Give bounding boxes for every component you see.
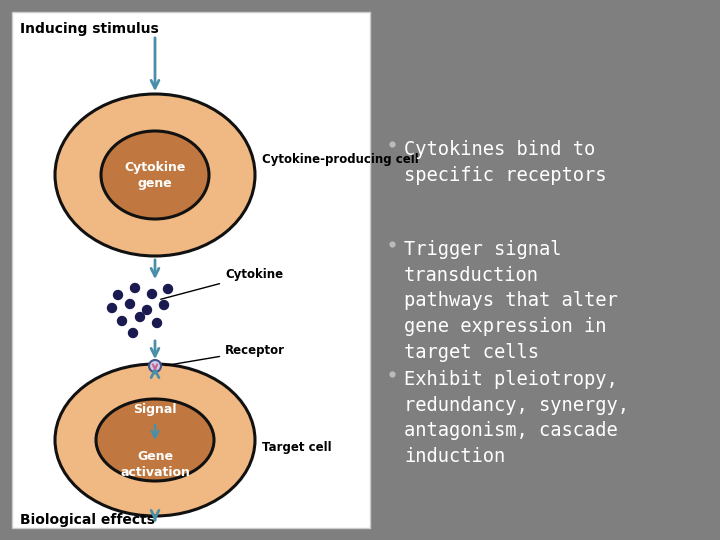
Text: Receptor: Receptor	[166, 344, 285, 366]
Ellipse shape	[55, 364, 255, 516]
Ellipse shape	[101, 131, 209, 219]
Circle shape	[125, 300, 135, 308]
Circle shape	[163, 285, 173, 294]
Circle shape	[107, 303, 117, 313]
Circle shape	[128, 328, 138, 338]
Text: Biological effects: Biological effects	[20, 513, 155, 527]
Text: Inducing stimulus: Inducing stimulus	[20, 22, 158, 36]
Circle shape	[135, 313, 145, 321]
Text: Trigger signal
transduction
pathways that alter
gene expression in
target cells: Trigger signal transduction pathways tha…	[404, 240, 618, 362]
Circle shape	[117, 316, 127, 326]
Circle shape	[148, 289, 156, 299]
Text: Gene
activation: Gene activation	[120, 449, 190, 478]
Circle shape	[160, 300, 168, 309]
Text: Cytokine: Cytokine	[161, 268, 283, 299]
Ellipse shape	[96, 399, 214, 481]
Text: Signal: Signal	[133, 403, 176, 416]
Circle shape	[143, 306, 151, 314]
Circle shape	[153, 319, 161, 327]
Text: Exhibit pleiotropy,
redundancy, synergy,
antagonism, cascade
induction: Exhibit pleiotropy, redundancy, synergy,…	[404, 370, 629, 466]
Ellipse shape	[55, 94, 255, 256]
Text: Cytokine-producing cell: Cytokine-producing cell	[262, 153, 419, 166]
FancyBboxPatch shape	[12, 12, 370, 528]
Text: Target cell: Target cell	[262, 442, 332, 455]
Circle shape	[149, 360, 161, 372]
Text: Cytokines bind to
specific receptors: Cytokines bind to specific receptors	[404, 140, 606, 185]
Text: Cytokine
gene: Cytokine gene	[125, 160, 186, 190]
Circle shape	[114, 291, 122, 300]
Circle shape	[130, 284, 140, 293]
